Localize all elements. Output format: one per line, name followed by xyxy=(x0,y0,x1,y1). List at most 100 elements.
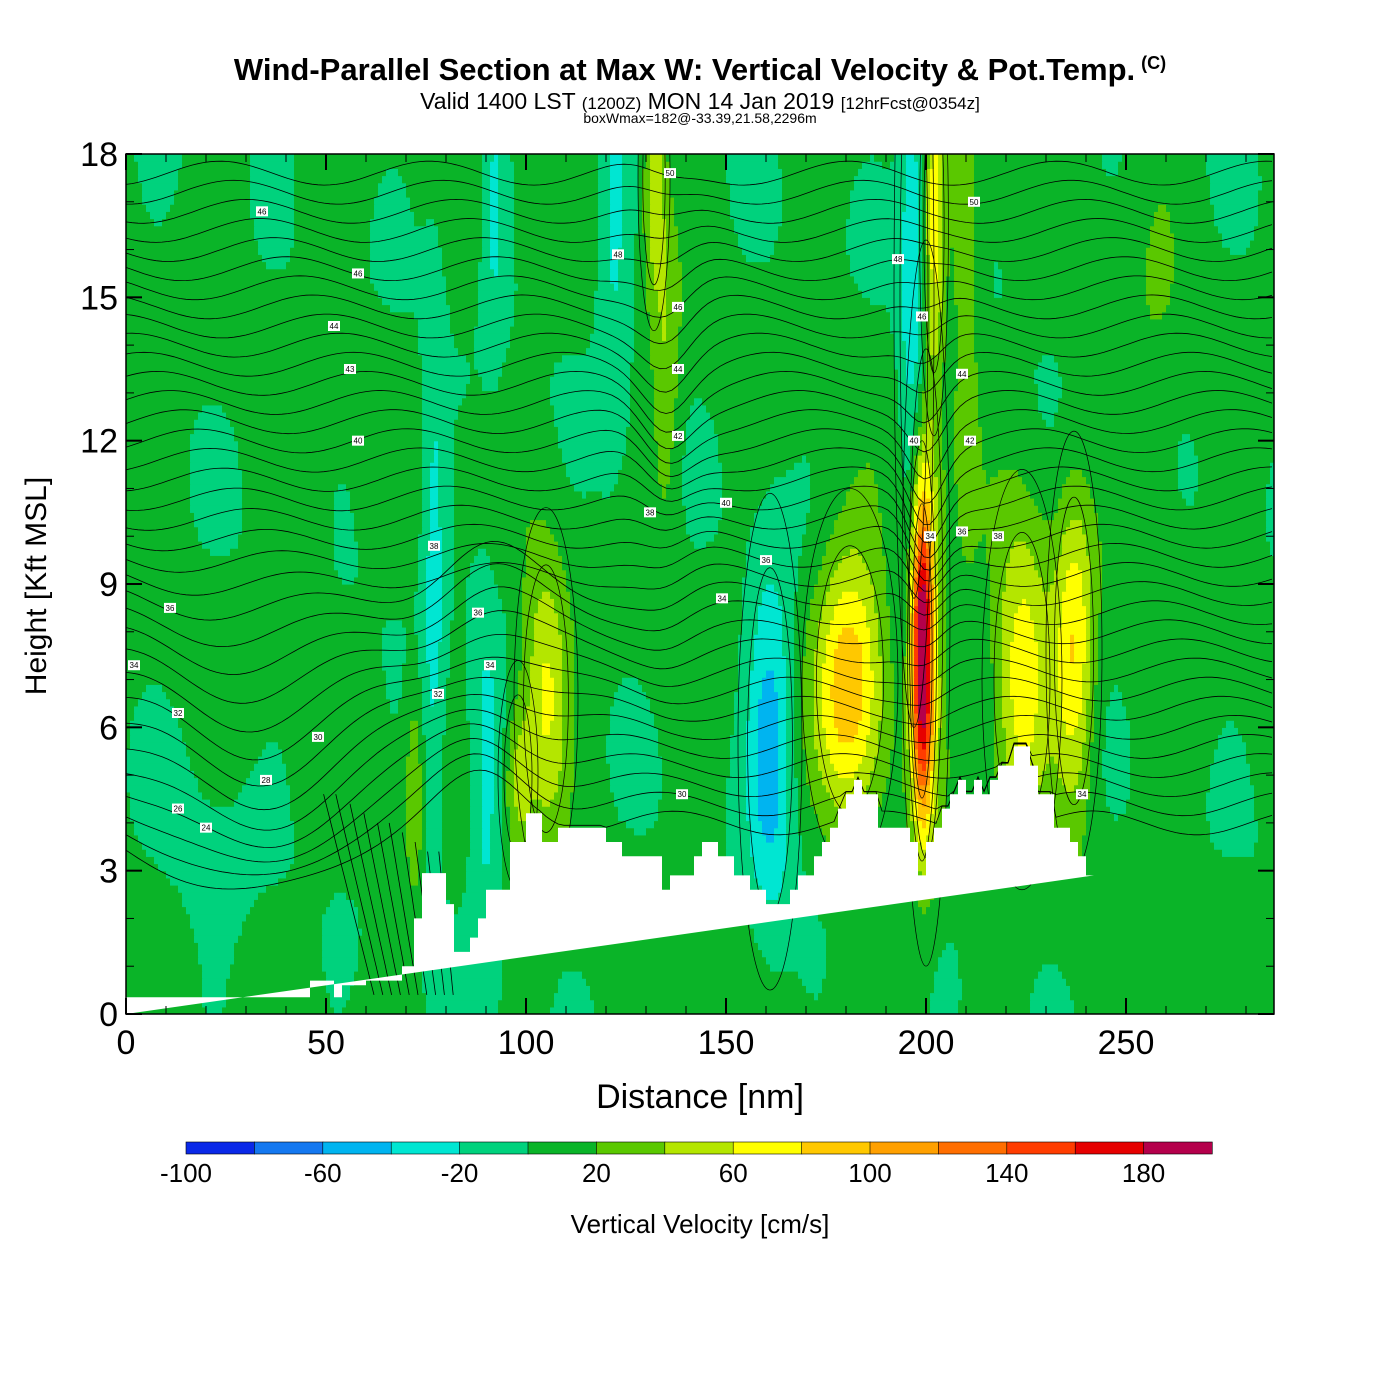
w-cell xyxy=(810,476,855,485)
w-cell xyxy=(662,318,667,327)
contour-label: 34 xyxy=(1076,789,1088,800)
w-cell xyxy=(810,498,847,506)
w-cell xyxy=(126,175,139,184)
w-cell xyxy=(774,677,787,685)
w-cell xyxy=(822,555,843,564)
w-cell xyxy=(478,311,515,320)
w-cell xyxy=(390,698,399,707)
w-cell xyxy=(1266,498,1274,506)
w-cell xyxy=(138,168,179,177)
w-cell xyxy=(510,806,519,814)
w-cell xyxy=(126,985,203,994)
w-cell xyxy=(1090,784,1107,793)
w-cell xyxy=(502,598,523,607)
theta-contour xyxy=(126,256,1273,291)
w-cell xyxy=(938,175,943,184)
w-cell xyxy=(566,469,619,478)
w-cell xyxy=(1082,526,1099,535)
w-cell xyxy=(530,806,571,814)
w-cell xyxy=(954,390,979,399)
w-cell xyxy=(574,619,743,628)
w-cell xyxy=(954,426,983,435)
w-cell xyxy=(622,175,639,184)
w-cell xyxy=(470,784,483,793)
w-cell xyxy=(806,985,823,994)
w-cell xyxy=(126,820,135,829)
w-cell xyxy=(634,347,651,356)
w-cell xyxy=(762,684,775,693)
w-cell xyxy=(442,576,455,585)
w-cell xyxy=(418,748,427,757)
w-cell xyxy=(562,727,575,736)
w-cell xyxy=(870,777,887,786)
w-cell xyxy=(422,526,431,535)
w-cell xyxy=(926,168,931,177)
contour-label: 36 xyxy=(956,526,968,537)
w-cell xyxy=(846,498,879,506)
w-cell xyxy=(926,748,931,757)
w-cell xyxy=(574,691,615,700)
w-cell xyxy=(286,770,407,779)
w-cell xyxy=(126,799,131,807)
w-cell xyxy=(1266,512,1274,521)
w-cell xyxy=(438,440,455,449)
w-cell xyxy=(954,412,979,420)
w-cell xyxy=(1262,175,1274,184)
w-cell xyxy=(522,584,567,592)
w-cell xyxy=(822,978,935,986)
w-cell xyxy=(950,254,955,263)
w-cell xyxy=(930,899,1274,908)
w-cell xyxy=(930,770,935,779)
theta-contour xyxy=(126,351,1273,414)
w-cell xyxy=(1034,720,1067,728)
w-cell xyxy=(370,268,443,277)
w-cell xyxy=(806,763,819,771)
contour-label-text: 46 xyxy=(674,303,683,312)
w-cell xyxy=(358,949,423,958)
w-cell xyxy=(322,928,363,936)
w-cell xyxy=(1198,462,1271,470)
w-cell xyxy=(830,619,867,628)
w-cell xyxy=(530,655,563,664)
w-cell xyxy=(550,526,687,535)
w-cell xyxy=(1162,311,1274,320)
w-cell xyxy=(642,197,651,205)
w-cell xyxy=(934,419,943,427)
w-cell xyxy=(1002,691,1011,700)
w-cell xyxy=(470,741,483,750)
w-cell xyxy=(498,254,515,263)
w-cell xyxy=(854,734,867,743)
w-cell xyxy=(1254,806,1274,814)
w-cell xyxy=(758,713,779,721)
w-cell xyxy=(926,720,931,728)
w-cell xyxy=(1146,297,1171,306)
w-cell xyxy=(474,333,511,341)
w-cell xyxy=(830,584,875,592)
w-cell xyxy=(510,748,515,757)
w-cell xyxy=(758,741,779,750)
w-cell xyxy=(482,254,491,263)
w-cell xyxy=(1258,161,1274,169)
w-cell xyxy=(918,569,927,578)
w-cell xyxy=(442,634,451,642)
w-cell xyxy=(1090,763,1103,771)
w-cell xyxy=(634,261,647,270)
w-cell xyxy=(906,562,911,571)
w-cell xyxy=(482,376,499,384)
contour-label: 46 xyxy=(352,268,364,279)
w-cell xyxy=(442,734,471,743)
w-cell xyxy=(126,949,199,958)
w-cell xyxy=(506,347,587,356)
w-cell xyxy=(426,827,443,836)
w-cell xyxy=(490,211,499,220)
w-cell xyxy=(410,197,483,205)
w-cell xyxy=(914,713,919,721)
w-cell xyxy=(1082,684,1091,693)
w-cell xyxy=(322,956,359,965)
w-cell xyxy=(190,505,243,513)
w-cell xyxy=(934,720,939,728)
w-cell xyxy=(610,275,619,284)
w-cell xyxy=(826,741,867,750)
w-cell xyxy=(174,197,251,205)
w-cell xyxy=(794,756,807,764)
